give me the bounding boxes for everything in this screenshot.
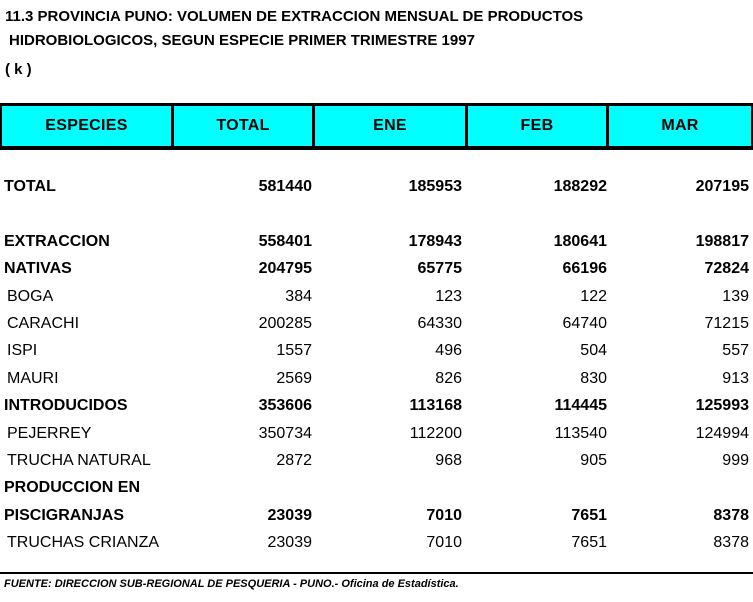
- cell-total: 1557: [276, 342, 312, 360]
- column-header-total: TOTAL: [174, 106, 315, 146]
- cell-mar: 8378: [713, 506, 749, 524]
- cell-mar: 8378: [713, 534, 749, 552]
- cell-feb: 188292: [553, 178, 607, 195]
- row-label: INTRODUCIDOS: [4, 397, 128, 415]
- cell-ene: 826: [435, 369, 462, 387]
- cell-total: 558401: [258, 232, 312, 250]
- cell-ene: 123: [435, 287, 462, 305]
- row-label: MAURI: [7, 369, 59, 387]
- table-row: PRODUCCION EN: [0, 474, 753, 501]
- table-body: TOTAL 581440 185953 188292 207195 EXTRAC…: [0, 173, 753, 556]
- row-label: [0, 200, 174, 227]
- row-label: PISCIGRANJAS: [4, 506, 125, 524]
- cell-feb: 64740: [562, 314, 608, 332]
- cell-total: 384: [285, 287, 312, 305]
- row-label: TOTAL: [4, 178, 56, 195]
- row-label: BOGA: [7, 287, 54, 305]
- cell-feb: 114445: [554, 397, 607, 415]
- cell-total: 23039: [267, 534, 313, 552]
- row-label: CARACHI: [7, 314, 80, 332]
- table-row: BOGA 384 123 122 139: [0, 283, 753, 310]
- cell-ene: 185953: [408, 178, 462, 195]
- cell-mar: 999: [722, 451, 749, 469]
- table-row: EXTRACCION 558401 178943 180641 198817: [0, 228, 753, 255]
- cell-feb: [468, 200, 609, 227]
- column-header-especies: ESPECIES: [2, 106, 174, 146]
- cell-mar: 124994: [695, 424, 749, 442]
- cell-feb: 7651: [571, 534, 607, 552]
- cell-ene: 113168: [409, 397, 462, 415]
- cell-ene: 65775: [417, 260, 463, 278]
- column-header-mar: MAR: [661, 117, 699, 134]
- cell-ene: 968: [435, 451, 462, 469]
- cell-ene: 496: [435, 342, 462, 360]
- cell-feb: [468, 474, 609, 501]
- row-label: PEJERREY: [7, 424, 92, 442]
- table-row: NATIVAS 204795 65775 66196 72824: [0, 255, 753, 282]
- cell-feb: 7651: [571, 506, 607, 524]
- cell-mar: [609, 474, 753, 501]
- table-row: ISPI 1557 496 504 557: [0, 337, 753, 364]
- cell-mar: 125993: [695, 397, 749, 415]
- report-title-line1: 11.3 PROVINCIA PUNO: VOLUMEN DE EXTRACCI…: [5, 8, 584, 25]
- cell-total: [174, 200, 315, 227]
- cell-mar: 71215: [704, 314, 750, 332]
- source-note: FUENTE: DIRECCION SUB-REGIONAL DE PESQUE…: [0, 572, 753, 590]
- cell-feb: 830: [580, 369, 607, 387]
- cell-feb: 122: [580, 287, 607, 305]
- cell-ene: [315, 200, 468, 227]
- table-row: TRUCHAS CRIANZA 23039 7010 7651 8378: [0, 529, 753, 556]
- table-row: PISCIGRANJAS 23039 7010 7651 8378: [0, 502, 753, 529]
- cell-feb: 905: [580, 451, 607, 469]
- cell-feb: 66196: [562, 260, 608, 278]
- table-row: TOTAL 581440 185953 188292 207195: [0, 173, 753, 200]
- cell-ene: 112200: [409, 424, 462, 442]
- cell-ene: 7010: [426, 506, 462, 524]
- row-label: TRUCHA NATURAL: [7, 451, 151, 469]
- table-row: TRUCHA NATURAL 2872 968 905 999: [0, 447, 753, 474]
- table-row: CARACHI 200285 64330 64740 71215: [0, 310, 753, 337]
- cell-total: 200285: [258, 314, 312, 332]
- cell-mar: [609, 200, 753, 227]
- cell-ene: [315, 474, 468, 501]
- table-row: [0, 200, 753, 227]
- cell-mar: 198817: [695, 232, 749, 250]
- cell-total: 23039: [267, 506, 313, 524]
- cell-ene: 7010: [426, 534, 462, 552]
- column-header-ene: ENE: [315, 106, 468, 146]
- cell-feb: 113540: [554, 424, 607, 442]
- row-label: ISPI: [7, 342, 38, 360]
- row-label: PRODUCCION EN: [4, 479, 141, 497]
- cell-mar: 72824: [704, 260, 750, 278]
- cell-total: 204795: [258, 260, 312, 278]
- table-row: MAURI 2569 826 830 913: [0, 365, 753, 392]
- cell-total: 350734: [258, 424, 312, 442]
- cell-mar: 913: [722, 369, 749, 387]
- cell-mar: 207195: [695, 178, 749, 195]
- cell-total: 2569: [276, 369, 312, 387]
- unit-label: ( k ): [5, 61, 32, 78]
- report-title-line2: HIDROBIOLOGICOS, SEGUN ESPECIE PRIMER TR…: [9, 32, 475, 49]
- cell-ene: 64330: [417, 314, 463, 332]
- table-header-row: ESPECIES TOTAL ENE FEB MAR: [0, 103, 753, 150]
- cell-feb: 504: [580, 342, 607, 360]
- cell-total: 581440: [258, 178, 312, 195]
- cell-mar: 139: [722, 287, 749, 305]
- cell-total: 2872: [276, 451, 312, 469]
- table-row: PEJERREY 350734 112200 113540 124994: [0, 420, 753, 447]
- cell-total: [174, 474, 315, 501]
- column-header-feb: FEB: [468, 106, 609, 146]
- cell-feb: 180641: [553, 232, 607, 250]
- cell-mar: 557: [722, 342, 749, 360]
- row-label: NATIVAS: [4, 260, 72, 278]
- cell-ene: 178943: [408, 232, 462, 250]
- row-label: EXTRACCION: [4, 232, 110, 250]
- table-row: INTRODUCIDOS 353606 113168 114445 125993: [0, 392, 753, 419]
- cell-total: 353606: [258, 397, 312, 415]
- row-label: TRUCHAS CRIANZA: [7, 534, 160, 552]
